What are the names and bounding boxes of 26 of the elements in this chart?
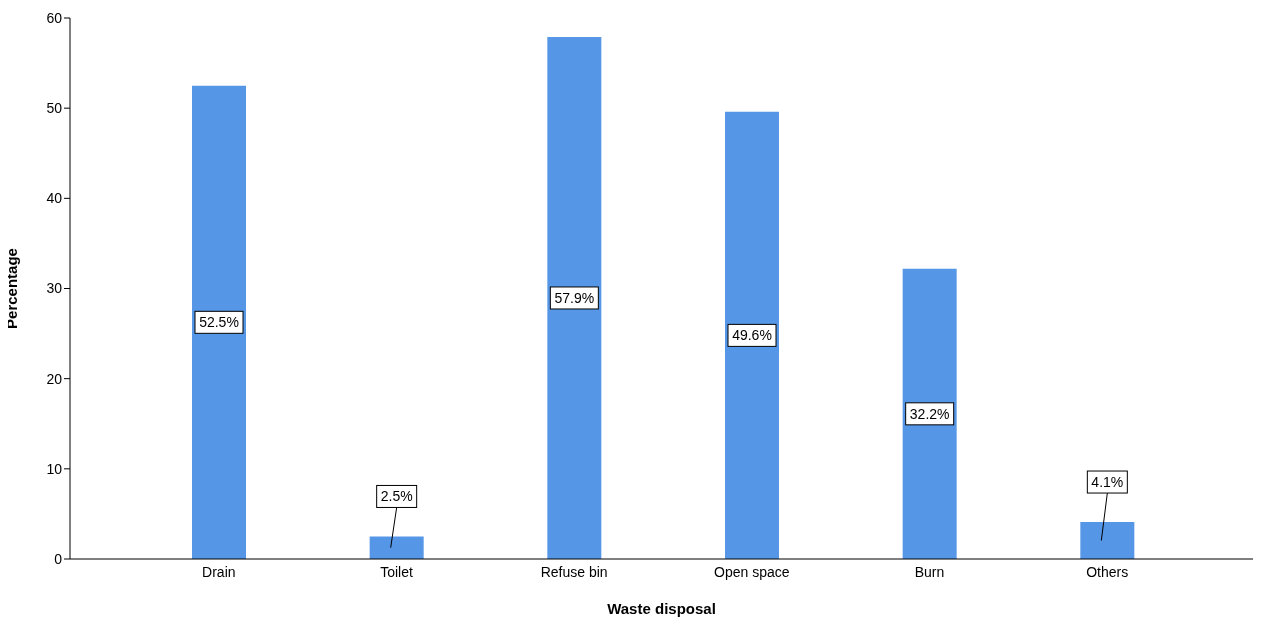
y-tick-label: 30 — [46, 280, 63, 297]
x-tick-label: Toilet — [380, 563, 413, 580]
y-tick-label: 10 — [46, 460, 63, 477]
y-tick-label: 60 — [46, 9, 63, 26]
x-tick-label: Refuse bin — [540, 563, 608, 580]
bar — [725, 111, 779, 559]
bar — [192, 85, 246, 559]
data-label: 57.9% — [554, 289, 595, 306]
bar — [369, 536, 424, 559]
x-tick-label: Drain — [202, 563, 236, 580]
x-tick-label: Open space — [714, 563, 790, 580]
y-tick-label: 0 — [54, 550, 63, 567]
data-label: 4.1% — [1091, 474, 1124, 491]
y-tick-label: 50 — [46, 100, 63, 117]
bar — [547, 36, 602, 559]
data-label: 32.2% — [909, 405, 950, 422]
data-label: 49.6% — [732, 327, 772, 344]
y-tick-label: 40 — [46, 190, 63, 207]
y-tick-label: 20 — [46, 370, 63, 387]
bar — [1080, 522, 1135, 559]
data-label: 52.5% — [199, 314, 239, 331]
bar — [902, 268, 957, 559]
data-label: 2.5% — [380, 488, 413, 505]
x-axis-title: Waste disposal — [607, 600, 716, 617]
x-tick-label: Burn — [914, 563, 945, 580]
x-tick-label: Others — [1086, 563, 1129, 580]
